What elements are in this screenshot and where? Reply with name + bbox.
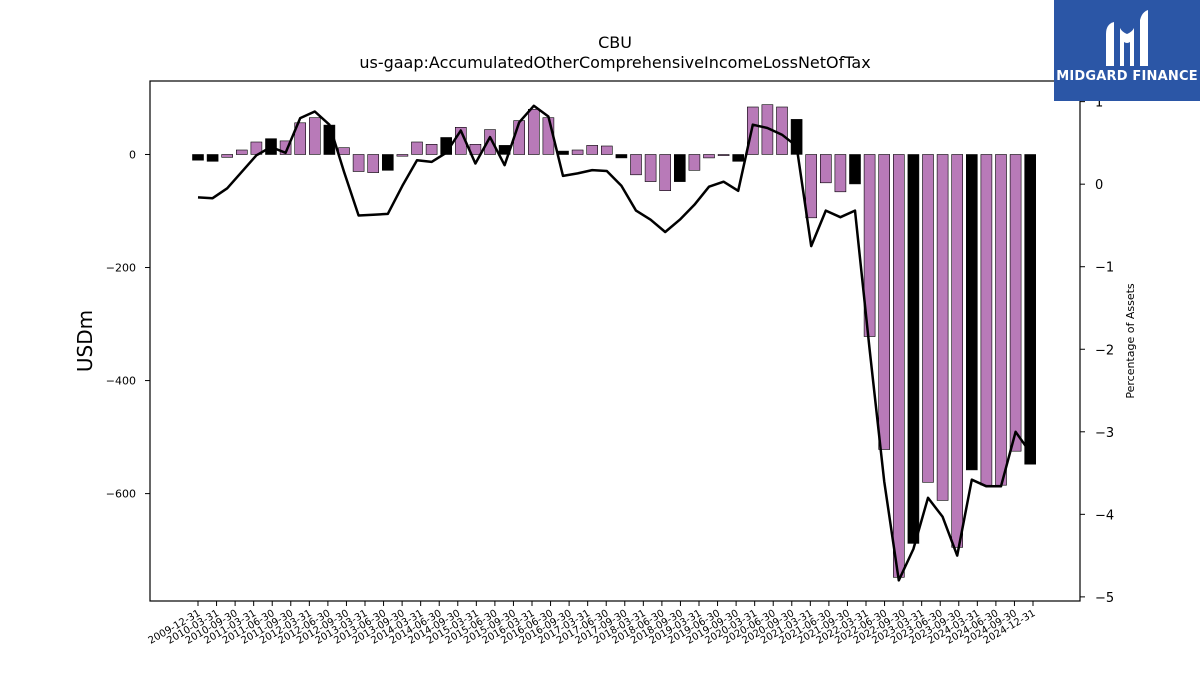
bar-2023-03-31: [965, 154, 978, 471]
y2-tick-label: −2: [1095, 343, 1114, 358]
y2-tick-label: 0: [1095, 178, 1103, 193]
bar-2012-06-30: [338, 147, 350, 155]
y2-tick-label: −5: [1095, 591, 1114, 606]
bar-2020-09-30: [819, 154, 832, 184]
bar-2011-06-30: [279, 140, 292, 155]
y-tick-label: −600: [106, 488, 136, 501]
bar-2016-09-30: [586, 145, 599, 155]
y2-axis-label: Percentage of Assets: [1124, 283, 1137, 399]
percentage-of-assets-line: [197, 104, 1032, 582]
bar-2017-03-31: [615, 154, 628, 159]
bar-2011-09-30: [294, 122, 307, 155]
bar-2015-09-30: [527, 109, 540, 155]
chart-subtitle: us-gaap:AccumulatedOtherComprehensiveInc…: [359, 53, 870, 72]
bar-2013-12-31: [425, 144, 438, 155]
midgard-finance-logo: MIDGARD FINANCE: [1054, 0, 1200, 101]
y2-tick-label: −4: [1095, 508, 1114, 523]
bar-2010-09-30: [236, 149, 248, 155]
bar-2017-06-30: [630, 154, 642, 176]
line-layer: [197, 104, 1032, 582]
bar-2018-06-30: [688, 154, 701, 171]
bar-2021-06-30: [863, 154, 876, 337]
y-tick-label: 0: [129, 148, 136, 161]
bar-2011-12-31: [308, 117, 321, 155]
bar-2009-12-31: [192, 154, 204, 161]
bar-2020-06-30: [805, 154, 818, 219]
y-tick-label: −400: [106, 375, 136, 388]
bar-2019-12-31: [776, 106, 788, 155]
bar-2017-12-31: [659, 154, 672, 192]
chart-title: CBU: [598, 33, 632, 52]
bars-layer: [192, 104, 1036, 578]
bar-2018-12-31: [717, 154, 730, 156]
bar-2014-12-31: [484, 129, 496, 155]
bar-2010-03-31: [206, 154, 219, 162]
bar-2020-12-31: [834, 154, 847, 193]
bar-2021-03-31: [849, 154, 861, 185]
bar-2012-12-31: [367, 154, 380, 173]
bar-2018-09-30: [703, 154, 715, 159]
bar-2016-12-31: [600, 145, 613, 155]
bar-2023-06-30: [980, 154, 993, 486]
y2-tick-label: −3: [1095, 426, 1114, 441]
y2-tick-label: −1: [1095, 261, 1114, 276]
plot-frame: [149, 80, 1081, 602]
bar-2013-03-31: [381, 154, 394, 171]
bar-2013-09-30: [411, 141, 423, 155]
bar-2019-03-31: [732, 154, 745, 162]
midgard-logo-icon: [1106, 10, 1148, 66]
bar-2013-06-30: [396, 154, 409, 157]
logo-text: MIDGARD FINANCE: [1056, 69, 1198, 84]
bar-2024-03-31: [1024, 154, 1036, 465]
bar-2022-09-30: [936, 154, 949, 501]
bar-2017-09-30: [644, 154, 657, 182]
bar-2022-06-30: [922, 154, 934, 483]
axes-layer: 0−200−400−60010−1−2−3−4−52009-12-312010-…: [106, 80, 1114, 647]
bar-2018-03-31: [673, 154, 686, 182]
bar-2022-03-31: [907, 154, 920, 544]
bar-2016-03-31: [557, 150, 569, 155]
y-axis-label: USDm: [73, 310, 97, 372]
y-tick-label: −200: [106, 262, 136, 275]
bar-2010-06-30: [221, 154, 233, 158]
y2-tick-label: 1: [1095, 96, 1103, 111]
bar-2021-12-31: [892, 154, 905, 578]
bar-2016-06-30: [571, 149, 584, 155]
bar-2023-09-30: [995, 154, 1007, 486]
bar-2012-09-30: [352, 154, 365, 172]
bar-2023-12-31: [1009, 154, 1022, 452]
bar-2022-12-31: [951, 154, 964, 548]
bar-2021-09-30: [878, 154, 891, 450]
bar-2019-06-30: [746, 106, 759, 155]
